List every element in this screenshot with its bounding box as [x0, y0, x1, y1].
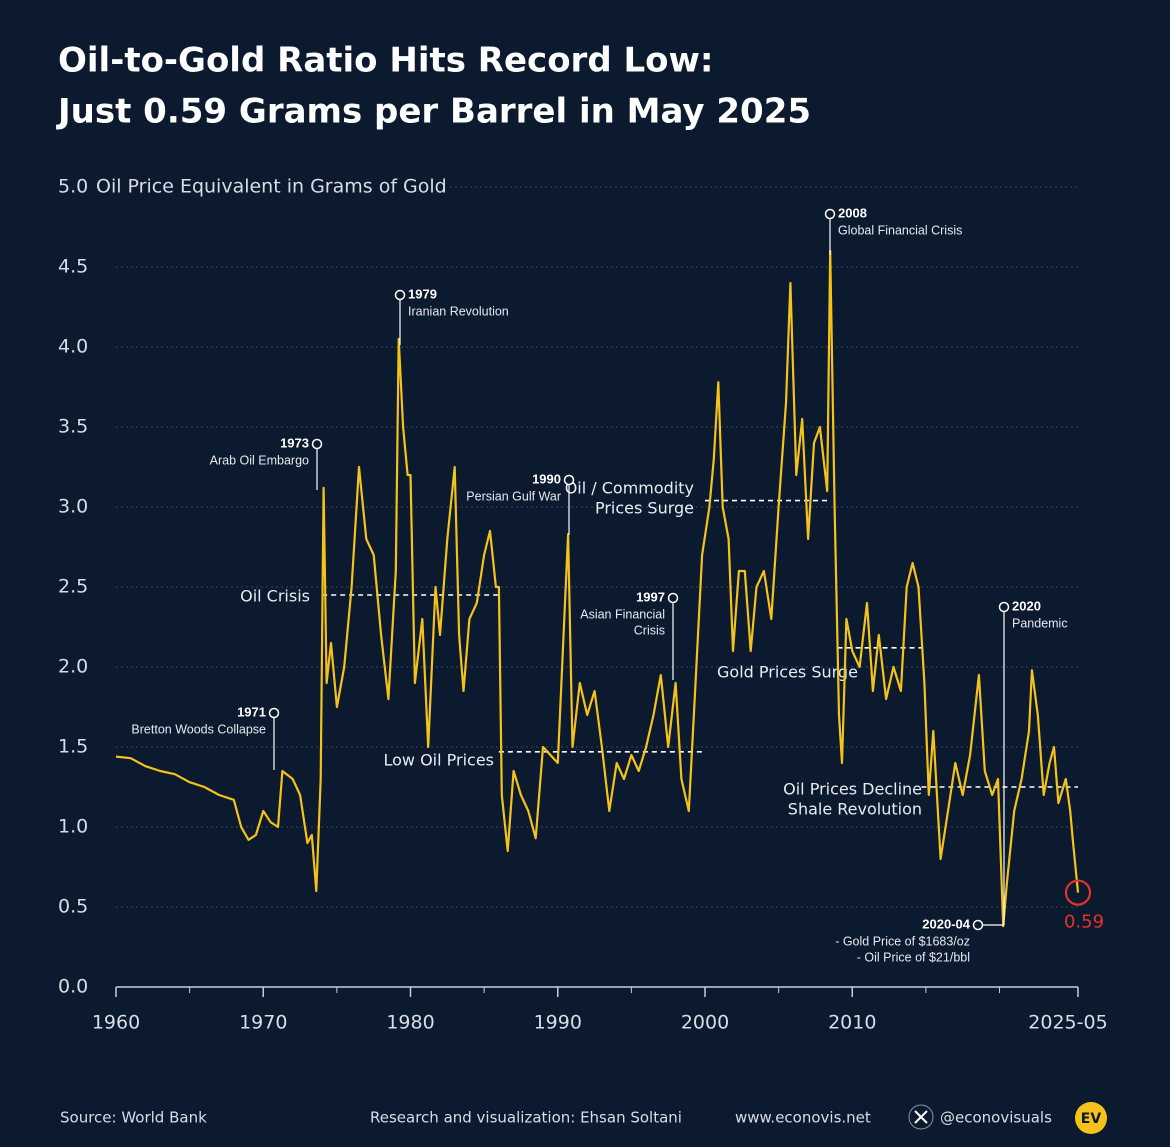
x-tick-label: 1960 [92, 1012, 140, 1034]
y-tick-label: 2.5 [58, 576, 88, 598]
x-tick-label: 2010 [828, 1012, 876, 1034]
event-text: Bretton Woods Collapse [131, 722, 266, 736]
x-icon [908, 1104, 934, 1130]
x-tick-label: 2025-05 [1028, 1012, 1107, 1034]
highlight-label: 0.59 [1064, 912, 1104, 933]
event-marker [972, 919, 984, 931]
website: www.econovis.net [735, 1109, 871, 1127]
event-text: Crisis [634, 623, 665, 637]
event-date: 1973 [280, 435, 309, 450]
event-date: 1990 [532, 471, 561, 486]
logo [1075, 1102, 1107, 1134]
data-line [115, 249, 1080, 928]
x-tick-label: 1980 [386, 1012, 434, 1034]
event-date: 1971 [237, 704, 266, 719]
x-tick-label: 1970 [239, 1012, 287, 1034]
event-text: Arab Oil Embargo [210, 453, 309, 467]
period-label: Gold Prices Surge [717, 663, 858, 682]
handle[interactable]: @econovisuals [940, 1109, 1052, 1127]
x-icon-glyph [914, 1110, 928, 1124]
highlight-marker [1064, 879, 1092, 906]
y-tick-label: 0.0 [58, 976, 88, 998]
event-date: 1979 [408, 286, 437, 301]
y-tick-label: 4.5 [58, 256, 88, 278]
chart-title: Just 0.59 Grams per Barrel in May 2025 [56, 92, 811, 132]
y-tick-label: 4.0 [58, 336, 88, 358]
period-label: Oil Crisis [240, 587, 310, 606]
event-text: Pandemic [1012, 616, 1068, 630]
period-label: Shale Revolution [788, 800, 922, 819]
event-marker [667, 592, 679, 604]
y-tick-label: 1.0 [58, 816, 88, 838]
event-text: Persian Gulf War [466, 489, 561, 503]
event-marker [268, 707, 280, 719]
x-tick-label: 1990 [534, 1012, 582, 1034]
event-marker [998, 601, 1010, 613]
event-marker [563, 474, 575, 486]
period-label: Low Oil Prices [383, 751, 494, 770]
y-tick-label: 0.5 [58, 896, 88, 918]
event-date: 1997 [636, 589, 665, 604]
event-text: Iranian Revolution [408, 304, 509, 318]
y-tick-label: 5.0 [58, 176, 88, 198]
y-tick-label: 1.5 [58, 736, 88, 758]
logo-text: EV [1081, 1111, 1102, 1127]
y-tick-label: 2.0 [58, 656, 88, 678]
event-text: Asian Financial [580, 607, 665, 621]
chart-title: Oil-to-Gold Ratio Hits Record Low: [58, 41, 714, 81]
y-tick-label: 3.0 [58, 496, 88, 518]
source: Source: World Bank [60, 1109, 207, 1127]
event-marker [824, 208, 836, 220]
event-marker [311, 438, 323, 450]
period-label: Prices Surge [595, 499, 694, 518]
credit: Research and visualization: Ehsan Soltan… [370, 1109, 682, 1127]
period-label: Oil / Commodity [565, 479, 694, 498]
y-axis-title: Oil Price Equivalent in Grams of Gold [96, 176, 447, 198]
event-text: - Gold Price of $1683/oz [835, 934, 970, 948]
period-label: Oil Prices Decline [783, 780, 922, 799]
event-date: 2020-04 [922, 916, 970, 931]
event-text: - Oil Price of $21/bbl [857, 950, 970, 964]
x-tick-label: 2000 [681, 1012, 729, 1034]
event-date: 2008 [838, 205, 867, 220]
event-text: Global Financial Crisis [838, 223, 962, 237]
event-date: 2020 [1012, 598, 1041, 613]
y-tick-label: 3.5 [58, 416, 88, 438]
event-marker [394, 289, 406, 301]
